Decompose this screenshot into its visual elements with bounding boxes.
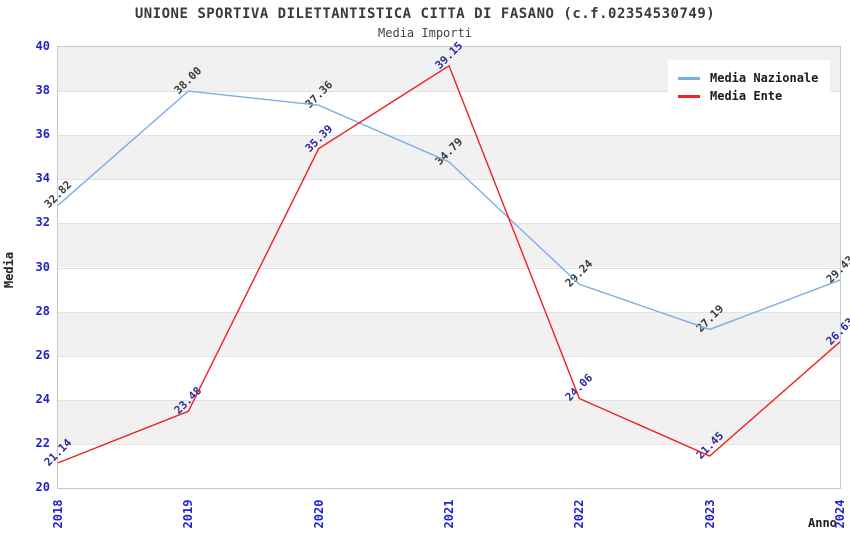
series-line-0 — [57, 90, 841, 331]
gridline — [58, 443, 840, 445]
legend-label: Media Nazionale — [710, 71, 819, 85]
y-tick-label: 20 — [35, 480, 50, 494]
gridline — [58, 179, 840, 181]
y-tick-label: 24 — [35, 391, 50, 406]
y-tick-label: 36 — [35, 127, 50, 142]
plot-band — [58, 399, 840, 444]
plot-band — [58, 311, 840, 356]
legend-item-1: Media Ente — [678, 89, 818, 103]
y-tick-label: 38 — [35, 83, 50, 98]
legend: Media Nazionale Media Ente — [668, 60, 831, 114]
gridline — [58, 135, 840, 137]
y-tick-label: 32 — [35, 215, 50, 230]
gridline — [58, 399, 840, 401]
y-tick-label: 34 — [35, 171, 50, 186]
gridline — [58, 267, 840, 269]
gridline — [58, 223, 840, 225]
legend-label: Media Ente — [710, 89, 783, 103]
chart-title: UNIONE SPORTIVA DILETTANTISTICA CITTA DI… — [134, 6, 716, 22]
legend-item-0: Media Nazionale — [678, 71, 818, 85]
y-tick-label: 26 — [35, 347, 50, 362]
x-axis-title: Anno — [808, 516, 837, 530]
y-tick-label: 40 — [35, 39, 50, 53]
y-tick-label: 30 — [35, 259, 50, 274]
plot-area — [57, 46, 841, 489]
y-tick-label: 22 — [35, 435, 50, 450]
gridline — [58, 311, 840, 313]
y-tick-label: 28 — [35, 303, 50, 318]
series-line-1 — [57, 64, 841, 464]
gridline — [58, 91, 840, 93]
plot-band — [58, 135, 840, 180]
legend-line-swatch — [678, 76, 700, 80]
legend-line-swatch — [678, 94, 700, 98]
gridline — [58, 355, 840, 357]
plot-band — [58, 223, 840, 268]
chart-subtitle: Media Importi — [378, 26, 472, 40]
